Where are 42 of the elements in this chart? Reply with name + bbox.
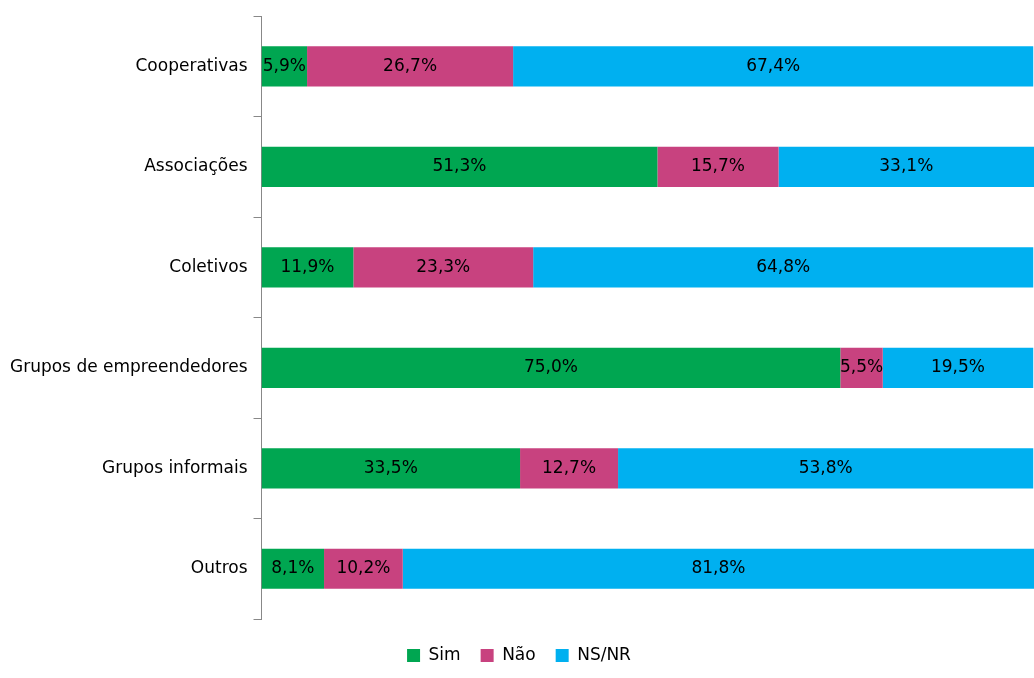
- bar: [533, 247, 1034, 288]
- bar: [882, 347, 1034, 388]
- y-tick-label: Coletivos: [169, 255, 248, 276]
- data-label: 81,8%: [691, 557, 746, 578]
- bar: [520, 448, 619, 489]
- data-label: 15,7%: [690, 155, 745, 176]
- bar: [657, 146, 779, 187]
- data-label: 64,8%: [756, 255, 811, 276]
- data-label: 33,1%: [879, 155, 934, 176]
- data-label: 53,8%: [798, 456, 853, 477]
- bar: [261, 448, 521, 489]
- bar: [353, 247, 534, 288]
- data-label: 33,5%: [363, 456, 418, 477]
- y-tick-label: Associações: [144, 155, 248, 176]
- bar: [261, 146, 658, 187]
- bar: [307, 46, 514, 87]
- legend-label: Sim: [428, 643, 461, 664]
- bar: [618, 448, 1034, 489]
- bar: [324, 548, 403, 589]
- legend-label: Não: [502, 643, 536, 664]
- bar: [261, 347, 841, 388]
- data-label: 8,1%: [271, 557, 315, 578]
- data-label: 10,2%: [336, 557, 391, 578]
- bar: [513, 46, 1034, 87]
- data-label: 19,5%: [930, 356, 985, 377]
- data-label: 5,5%: [839, 356, 884, 377]
- y-tick-label: Cooperativas: [135, 54, 248, 75]
- data-label: 75,0%: [523, 356, 578, 377]
- bar: [778, 146, 1034, 187]
- data-label: 26,7%: [383, 54, 438, 75]
- y-tick-label: Grupos informais: [102, 456, 248, 477]
- legend-label: NS/NR: [577, 643, 632, 664]
- y-tick-label: Grupos de empreendedores: [9, 356, 248, 377]
- data-label: 51,3%: [432, 155, 487, 176]
- bar: [402, 548, 1034, 589]
- data-label: 11,9%: [280, 255, 335, 276]
- data-label: 23,3%: [416, 255, 471, 276]
- data-label: 67,4%: [746, 54, 801, 75]
- data-label: 12,7%: [542, 456, 597, 477]
- bar: [261, 247, 354, 288]
- y-tick-label: Outros: [190, 557, 248, 578]
- data-label: 5,9%: [262, 54, 306, 75]
